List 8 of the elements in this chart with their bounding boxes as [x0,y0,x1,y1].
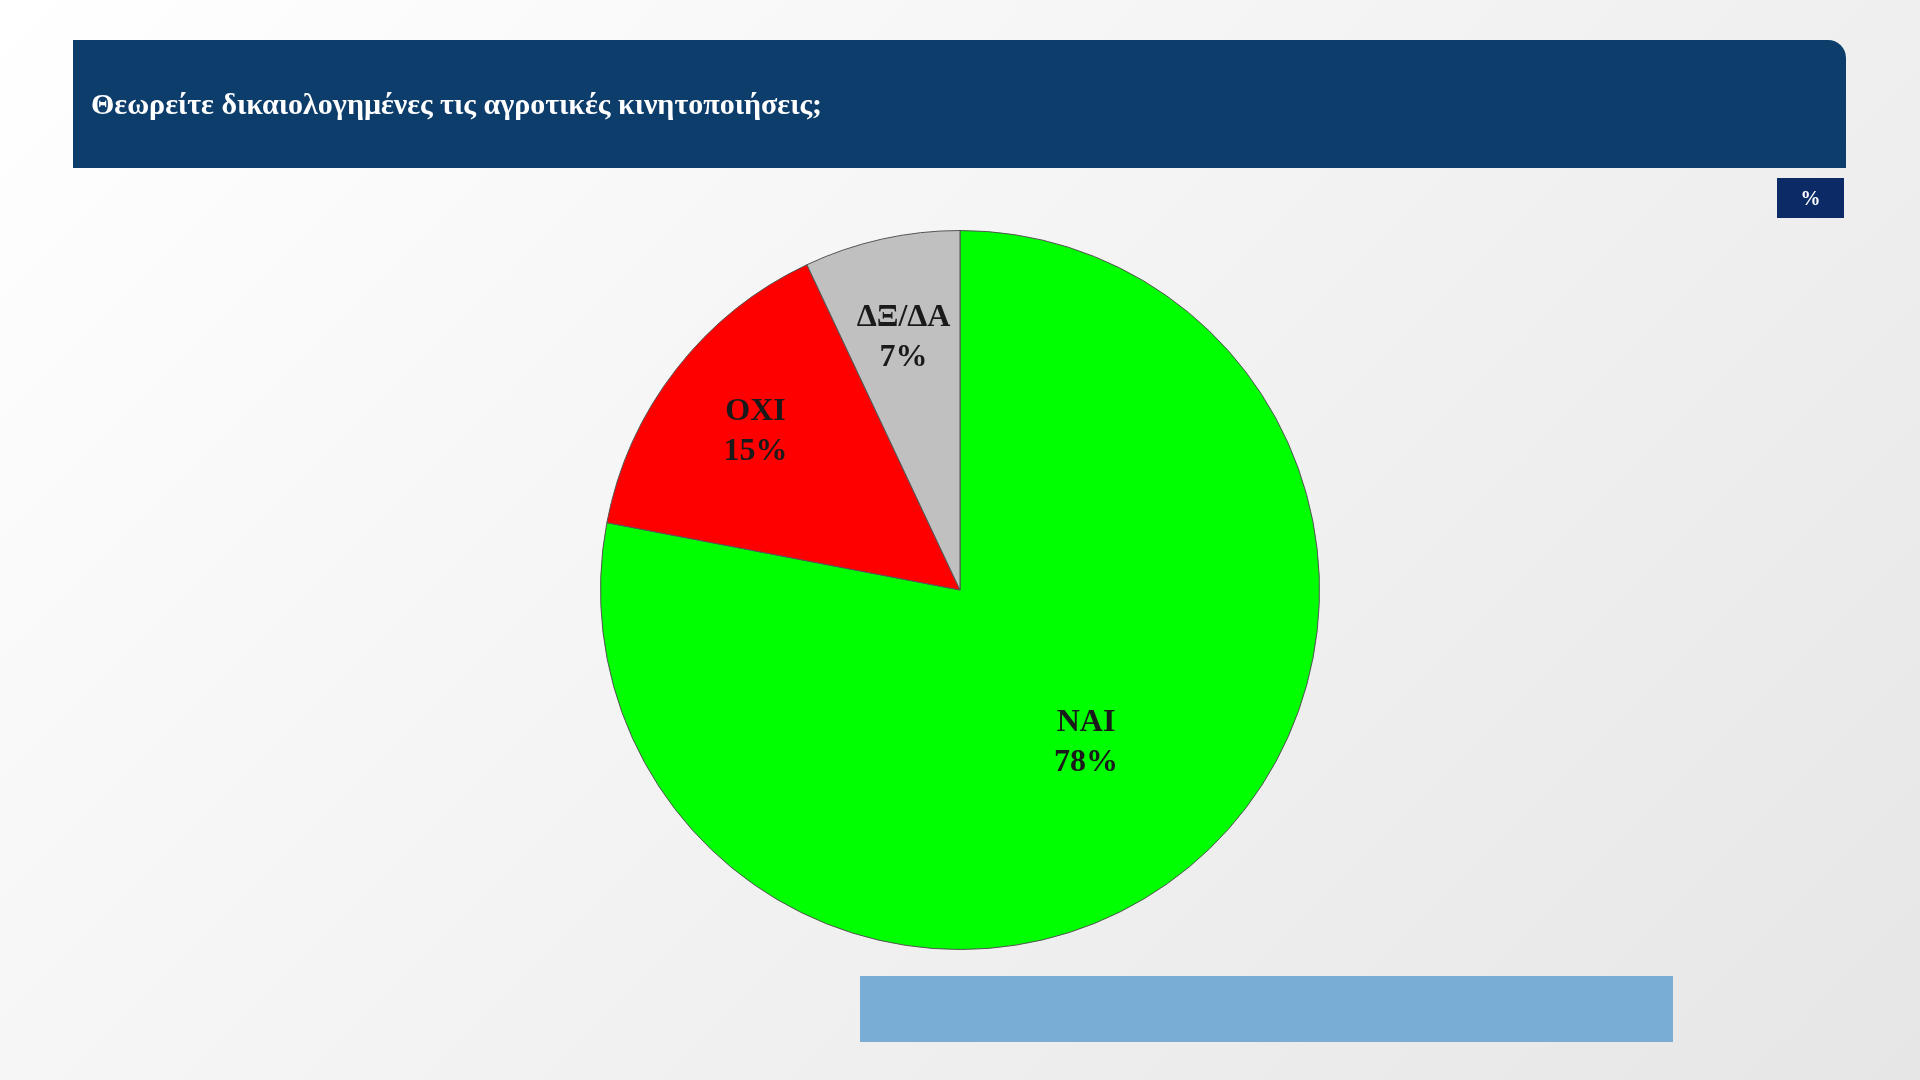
chart-title: Θεωρείτε δικαιολογημένες τις αγροτικές κινητοποιήσεις; [73,40,1846,168]
text: % [1777,178,1844,218]
data-label: 78% [1054,741,1119,778]
slice-label: ΔΞ/ΔΑ [856,296,951,333]
slice-label: ΝΑΙ [1056,701,1116,738]
data-label: 7% [879,336,928,373]
slice-label: ΟΧΙ [725,390,786,427]
data-label: 15% [723,430,788,467]
